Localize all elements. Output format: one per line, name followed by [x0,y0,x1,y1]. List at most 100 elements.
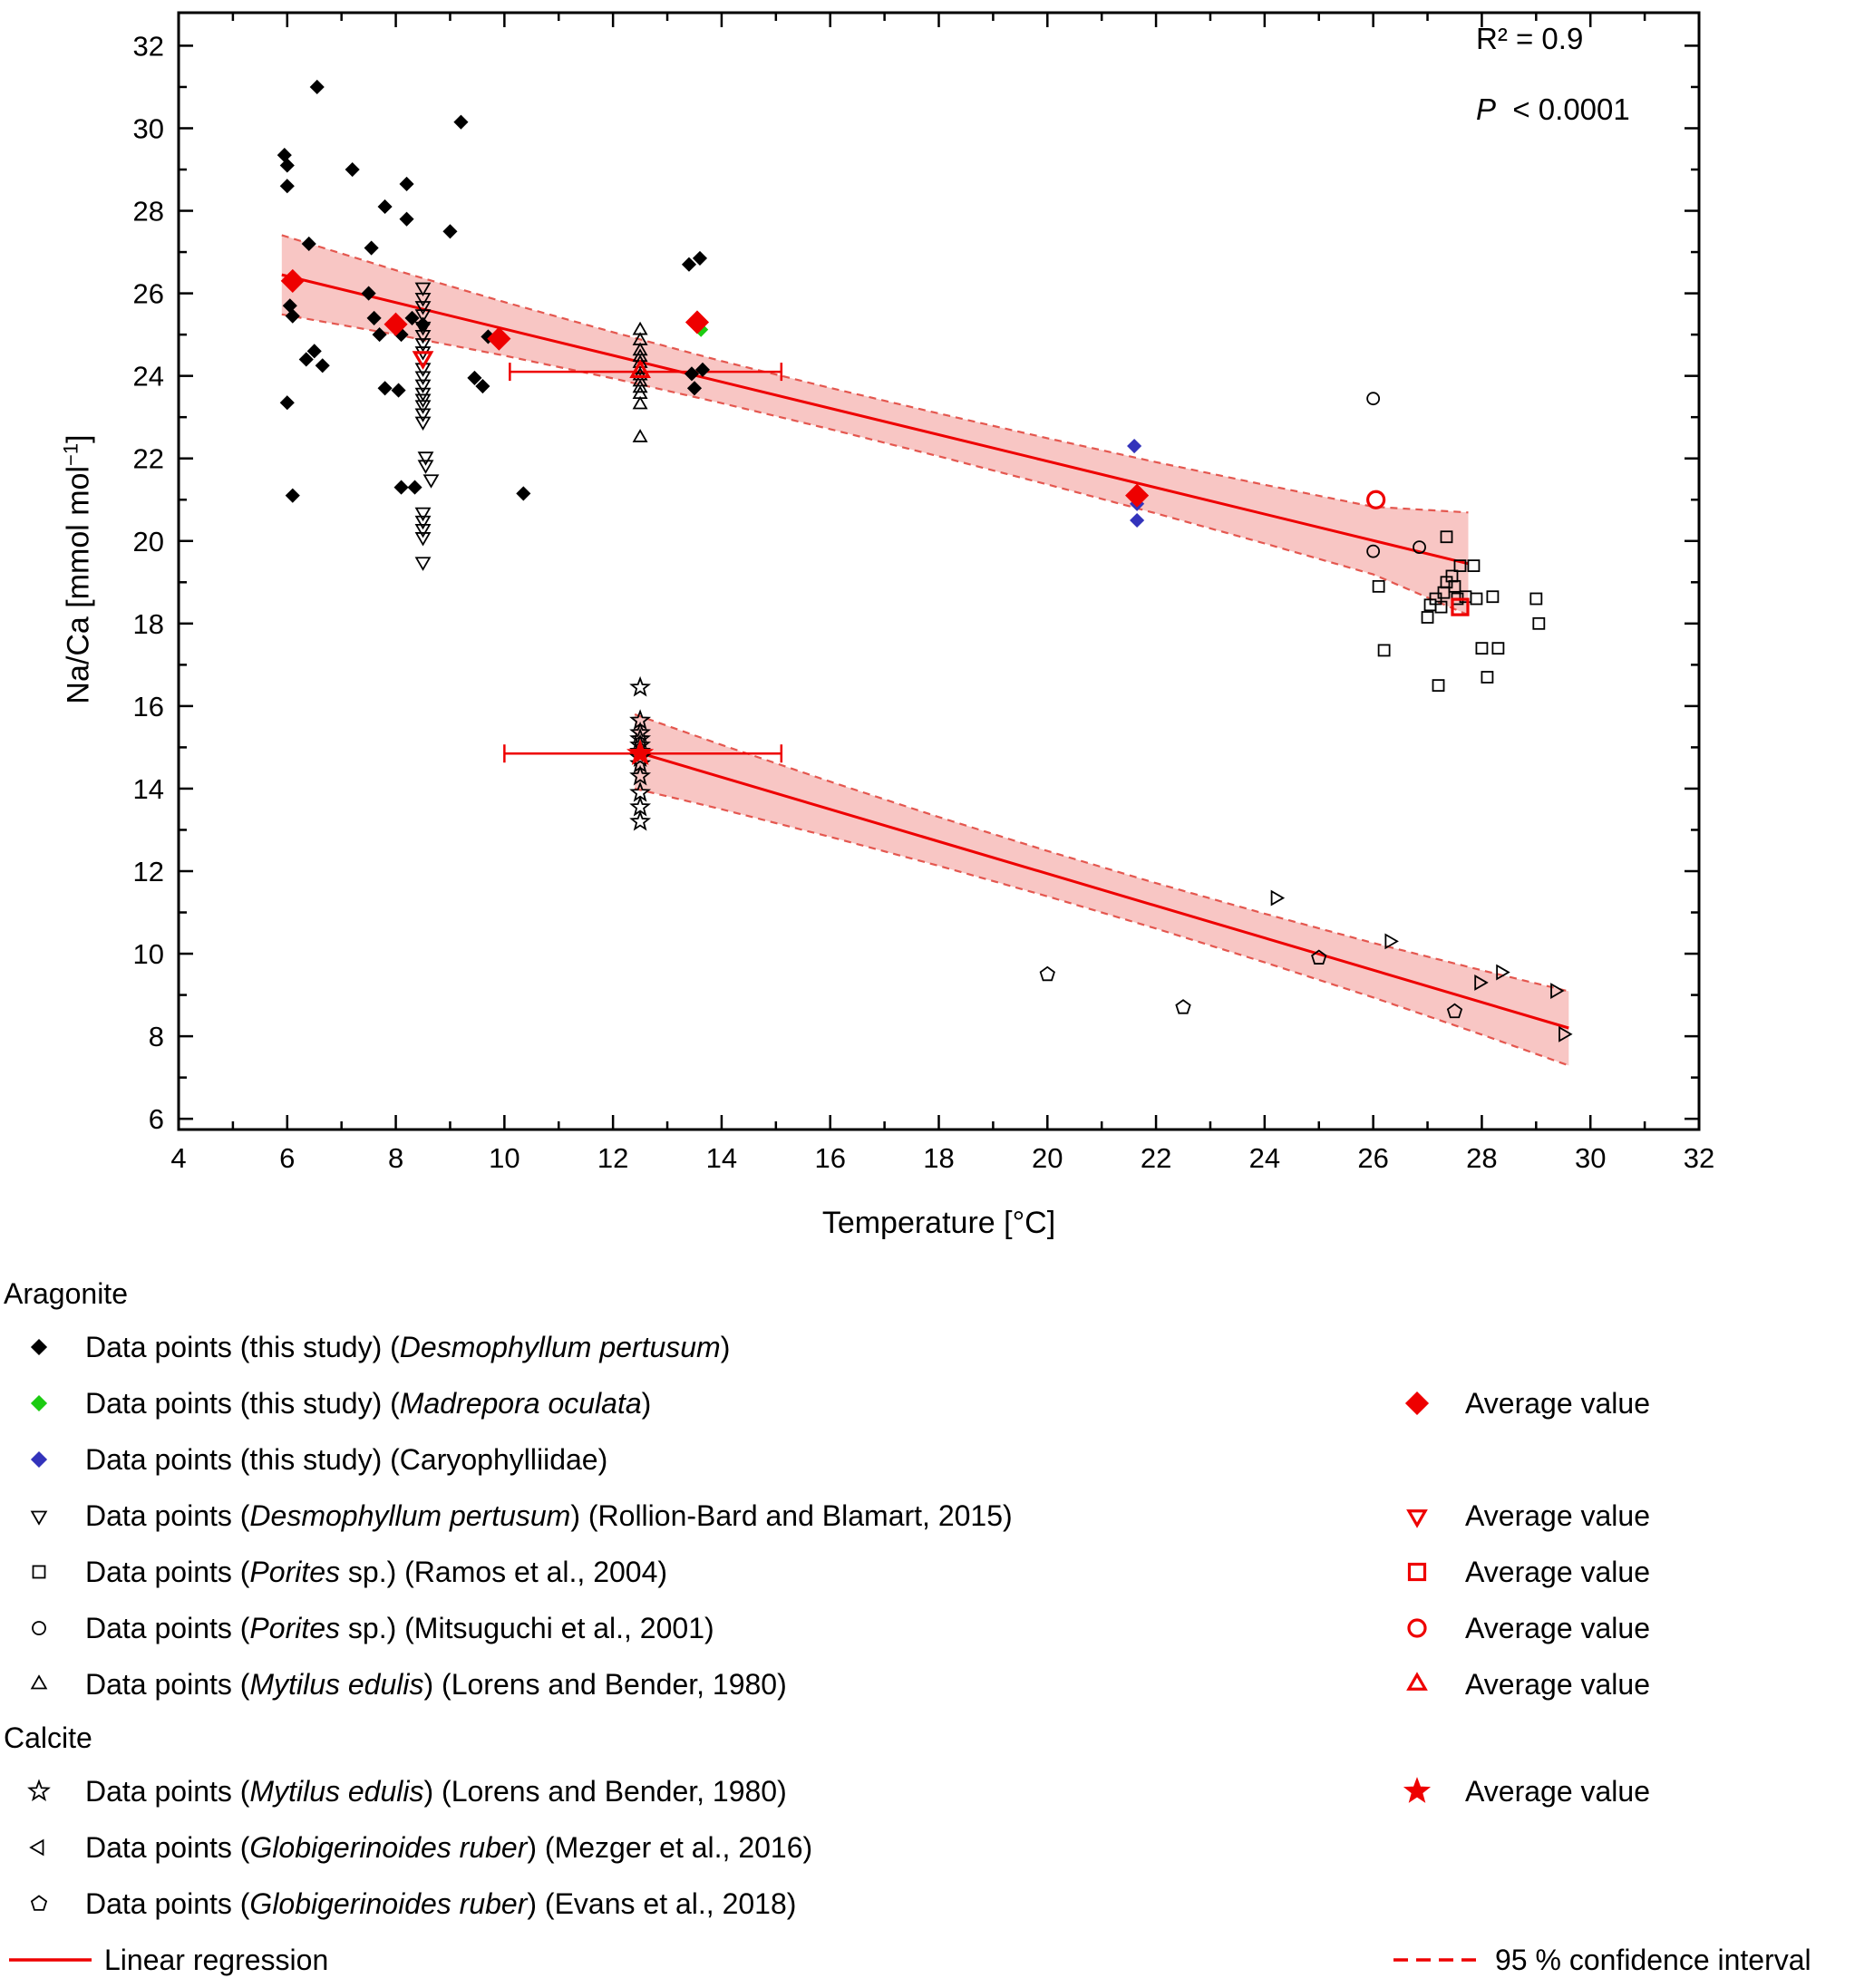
p-value-annotation: P < 0.0001 [1476,92,1630,127]
svg-text:18: 18 [923,1142,954,1174]
y-axis-label-end: ] [61,434,96,443]
average-ramos [1451,597,1470,616]
svg-text:14: 14 [706,1142,737,1174]
y-axis-label: Na/Ca [mmol mol−1] [59,434,96,703]
average-value-label: Average value [1465,1611,1650,1644]
svg-text:10: 10 [489,1142,519,1174]
legend-item-desmophyllum-rollion-bard: Data points (Desmophyllum pertusum) (Rol… [0,1488,1874,1544]
star-icon [18,1771,60,1811]
svg-text:30: 30 [133,112,164,144]
triangle-up-icon [1396,1664,1438,1704]
legend-label: Data points (Mytilus edulis) (Lorens and… [85,1774,787,1808]
regression-line-icon [9,1958,92,1962]
average-lorens-aragonite [629,359,651,378]
scatter-plot: 4 6 8 10 12 14 16 18 20 22 24 26 28 30 326810121416182… [133,11,1715,1174]
svg-text:32: 32 [133,30,164,62]
y-axis-label-sup: −1 [59,442,83,466]
triangle-down-icon [1396,1496,1438,1536]
triangle-up-icon [18,1664,60,1704]
legend-label: Data points (this study) (Desmophyllum p… [85,1330,731,1363]
legend-average-porites-mitsuguchi: Average value [1396,1600,1650,1656]
series-globigerinoides-evans [1039,949,1463,1019]
legend-item-porites-ramos: Data points (Porites sp.) (Ramos et al.,… [0,1544,1874,1600]
legend-average-mytilus-aragonite-lorens: Average value [1396,1656,1650,1712]
square-icon [18,1552,60,1592]
regression-line-aragonite [281,273,1469,566]
svg-text:10: 10 [133,938,164,970]
tick-labels: 4 6 8 10 12 14 16 18 20 22 24 26 28 30 326810121416182… [133,30,1715,1174]
star-icon [1396,1771,1438,1811]
legend-label: Data points (Desmophyllum pertusum) (Rol… [85,1498,1013,1532]
confidence-band-aragonite [281,234,1469,616]
legend-item-desmophyllum-this-study: Data points (this study) (Desmophyllum p… [0,1319,1874,1375]
svg-text:28: 28 [133,196,164,228]
svg-text:26: 26 [1357,1142,1388,1174]
y-axis-label-main: Na/Ca [mmol mol [61,465,96,704]
svg-text:16: 16 [814,1142,845,1174]
p-symbol: P [1476,92,1497,126]
average-lorens-calcite [626,739,655,766]
legend-section-aragonite: Aragonite [4,1276,128,1310]
legend-average-porites-ramos: Average value [1396,1544,1650,1600]
series-desmophyllum-rollion-bard [414,282,440,571]
svg-text:12: 12 [597,1142,628,1174]
circle-icon [1396,1608,1438,1648]
average-value-label: Average value [1465,1386,1650,1420]
average-value-label: Average value [1465,1498,1650,1532]
legend-item-madrepora-this-study: Data points (this study) (Madrepora ocul… [0,1375,1874,1431]
legend-label: Data points (this study) (Madrepora ocul… [85,1386,652,1420]
legend-items: Aragonite Data points (this study) (Desmo… [0,1268,1874,1932]
legend-average-desmophyllum-rollion-bard: Average value [1396,1488,1650,1544]
legend-section-calcite: Calcite [4,1721,92,1754]
legend-footer: Linear regression 95 % confidence interv… [0,1932,1874,1988]
pentagon-icon [18,1884,60,1924]
legend-ci-entry: 95 % confidence interval [1392,1932,1811,1988]
legend-label: Data points (Globigerinoides ruber) (Eva… [85,1886,797,1920]
diamond-icon [18,1327,60,1367]
series-globigerinoides-mezger [1270,889,1573,1042]
average-this-study [280,268,1150,508]
svg-text:18: 18 [133,608,164,640]
chart-legend: Aragonite Data points (this study) (Desmo… [0,1268,1874,1988]
legend-regression-entry: Linear regression [7,1944,328,1977]
svg-text:24: 24 [133,361,164,393]
average-rollion-bard [412,351,434,370]
regression-legend-label: Linear regression [104,1943,329,1976]
legend-label: Data points (Globigerinoides ruber) (Mez… [85,1830,813,1864]
svg-text:30: 30 [1575,1142,1606,1174]
circle-icon [18,1608,60,1648]
series-porites-mitsuguchi [1366,392,1426,558]
legend-item-mytilus-calcite-lorens: Data points (Mytilus edulis) (Lorens and… [0,1763,1874,1819]
diamond-icon [18,1440,60,1479]
legend-average-madrepora-this-study: Average value [1396,1375,1650,1431]
regression-line-calcite [634,750,1569,1030]
legend-average-mytilus-calcite-lorens: Average value [1396,1763,1650,1819]
p-value-text: < 0.0001 [1496,92,1630,126]
svg-text:32: 32 [1684,1142,1714,1174]
svg-text:20: 20 [133,526,164,558]
average-value-label: Average value [1465,1774,1650,1808]
svg-text:12: 12 [133,856,164,887]
average-value-label: Average value [1465,1667,1650,1701]
confidence-interval-line-icon [1393,1958,1482,1962]
na-ca-temperature-figure: 4 6 8 10 12 14 16 18 20 22 24 26 28 30 32 6 8 10 12 14 16 18 2… [59,11,1715,1240]
series-desmophyllum-this-study [277,79,711,503]
svg-text:20: 20 [1032,1142,1063,1174]
svg-text:22: 22 [1141,1142,1171,1174]
svg-text:4: 4 [170,1142,186,1174]
axis-ticks [177,13,1701,1130]
svg-text:22: 22 [133,443,164,475]
svg-text:24: 24 [1249,1142,1280,1174]
average-mitsuguchi [1366,490,1386,509]
square-icon [1396,1552,1438,1592]
legend-item-caryophylliidae-this-study: Data points (this study) (Caryophylliida… [0,1431,1874,1488]
svg-text:8: 8 [149,1021,164,1052]
ci-legend-label: 95 % confidence interval [1495,1943,1811,1976]
svg-text:6: 6 [149,1103,164,1135]
svg-text:26: 26 [133,278,164,310]
x-axis-label: Temperature [°C] [821,1206,1056,1240]
legend-label: Data points (Porites sp.) (Ramos et al.,… [85,1555,668,1588]
triangle-down-icon [18,1496,60,1536]
triangle-left-icon [18,1828,60,1867]
diamond-icon [18,1383,60,1423]
